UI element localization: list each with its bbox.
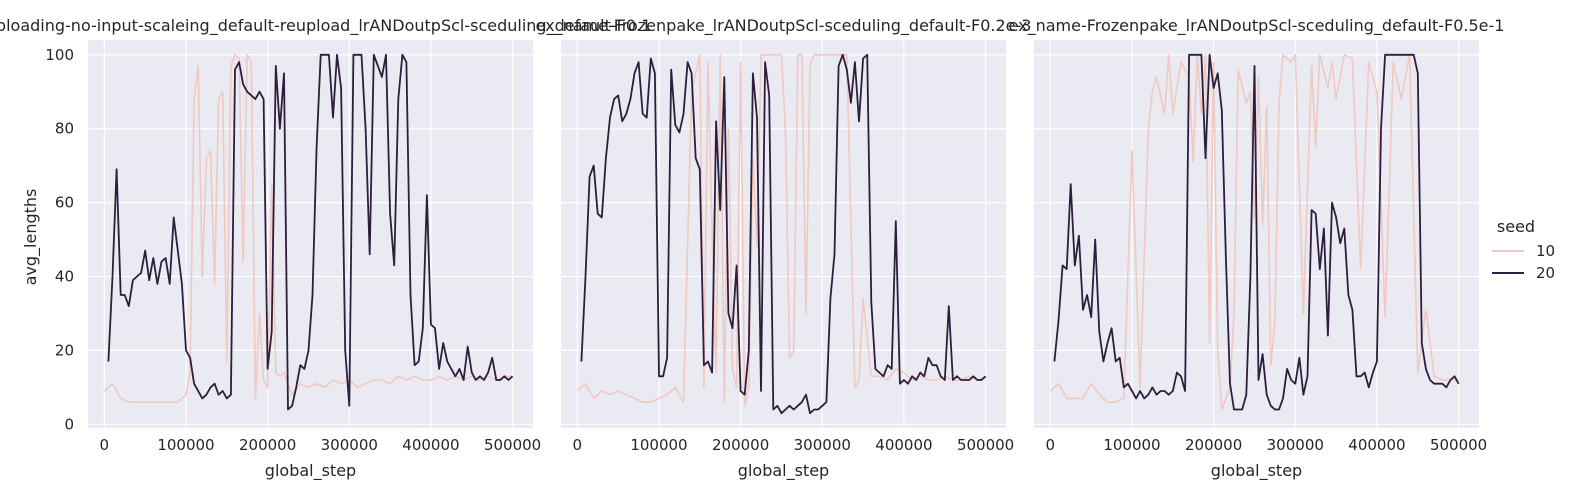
x-tick-label: 500000 xyxy=(1430,436,1487,454)
x-tick-label: 300000 xyxy=(321,436,378,454)
series-line-seed-20 xyxy=(107,53,514,411)
series-line-seed-20 xyxy=(1053,53,1460,411)
x-tick-label: 400000 xyxy=(875,436,932,454)
panel-2: 0 100000 200000 300000 400000 500000 global_st… xyxy=(536,16,1032,481)
y-tick-label: 0 xyxy=(64,415,74,433)
x-axis-label: global_step xyxy=(265,461,356,481)
y-tick-label: 60 xyxy=(55,194,74,212)
panels-layer: 0 100000 200000 300000 400000 500000 0 20 40 60 80… xyxy=(0,16,1504,481)
x-tick-label: 0 xyxy=(1046,436,1056,454)
x-tick-label: 200000 xyxy=(239,436,296,454)
x-tick-label: 100000 xyxy=(157,436,214,454)
y-tick-label: 80 xyxy=(55,120,74,138)
series-line-seed-10 xyxy=(103,53,513,403)
x-tick-label: 0 xyxy=(100,436,110,454)
x-tick-label: 0 xyxy=(573,436,583,454)
x-axis-label: global_step xyxy=(1211,461,1302,481)
x-tick-label: 300000 xyxy=(1267,436,1324,454)
x-tick-label: 200000 xyxy=(1185,436,1242,454)
panel-title: ex_name-Frozenpake_lrANDoutpScl-scedulin… xyxy=(536,16,1032,36)
panel-title: reuploading-no-input-scaleing_default-re… xyxy=(0,16,651,36)
x-tick-label: 100000 xyxy=(1103,436,1160,454)
x-tick-label: 500000 xyxy=(957,436,1014,454)
y-tick-label: 40 xyxy=(55,267,74,285)
x-tick-label: 400000 xyxy=(402,436,459,454)
legend-label-seed-20: 20 xyxy=(1536,264,1555,282)
x-tick-label: 100000 xyxy=(630,436,687,454)
y-axis-label: avg_lengths xyxy=(21,189,41,286)
x-axis-label: global_step xyxy=(738,461,829,481)
panel-3: 0 100000 200000 300000 400000 500000 global_st… xyxy=(1009,16,1505,481)
y-tick-label: 20 xyxy=(55,341,74,359)
y-tick-label: 100 xyxy=(45,46,74,64)
x-tick-label: 300000 xyxy=(794,436,851,454)
series-line-seed-20 xyxy=(580,53,987,415)
x-tick-label: 500000 xyxy=(484,436,541,454)
x-tick-label: 400000 xyxy=(1348,436,1405,454)
x-tick-label: 200000 xyxy=(712,436,769,454)
legend: seed 10 20 xyxy=(1492,217,1555,282)
panel-title: ex_name-Frozenpake_lrANDoutpScl-scedulin… xyxy=(1009,16,1505,36)
panel-1: 0 100000 200000 300000 400000 500000 0 20 40 60 80… xyxy=(0,16,651,481)
legend-label-seed-10: 10 xyxy=(1536,242,1555,260)
legend-title: seed xyxy=(1497,217,1535,236)
plot-background xyxy=(88,40,533,428)
